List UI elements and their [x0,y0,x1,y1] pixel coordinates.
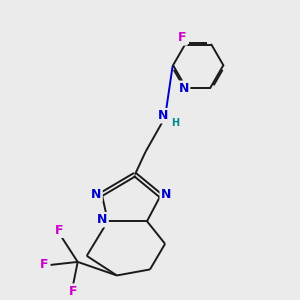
Text: F: F [40,258,49,272]
Text: N: N [161,188,171,201]
Text: F: F [56,224,64,237]
Text: N: N [97,213,108,226]
Text: N: N [91,188,102,201]
Text: N: N [158,109,169,122]
Text: F: F [69,285,77,298]
Text: F: F [178,31,187,44]
Text: N: N [179,82,189,95]
Text: H: H [171,118,179,128]
